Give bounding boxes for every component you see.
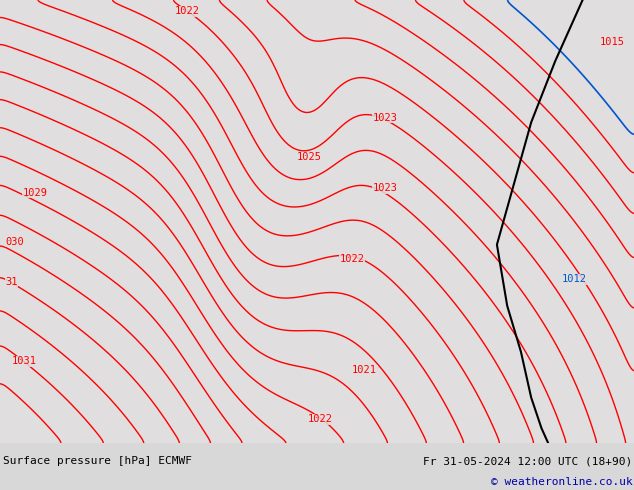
- Text: 1025: 1025: [297, 152, 322, 162]
- Text: © weatheronline.co.uk: © weatheronline.co.uk: [491, 477, 633, 487]
- Text: 1012: 1012: [561, 274, 586, 284]
- Text: 1023: 1023: [373, 183, 398, 194]
- Text: 1021: 1021: [352, 365, 377, 375]
- Text: 1029: 1029: [22, 188, 48, 198]
- Text: 1022: 1022: [339, 254, 365, 265]
- Text: 1015: 1015: [599, 37, 624, 47]
- Text: Fr 31-05-2024 12:00 UTC (18+90): Fr 31-05-2024 12:00 UTC (18+90): [424, 456, 633, 466]
- Text: 1022: 1022: [307, 414, 333, 424]
- Text: Surface pressure [hPa] ECMWF: Surface pressure [hPa] ECMWF: [3, 456, 192, 466]
- Text: 1023: 1023: [373, 113, 398, 122]
- Text: 030: 030: [5, 237, 24, 246]
- Text: 1022: 1022: [174, 6, 200, 16]
- Text: 1031: 1031: [11, 356, 37, 367]
- Text: 31: 31: [5, 276, 18, 287]
